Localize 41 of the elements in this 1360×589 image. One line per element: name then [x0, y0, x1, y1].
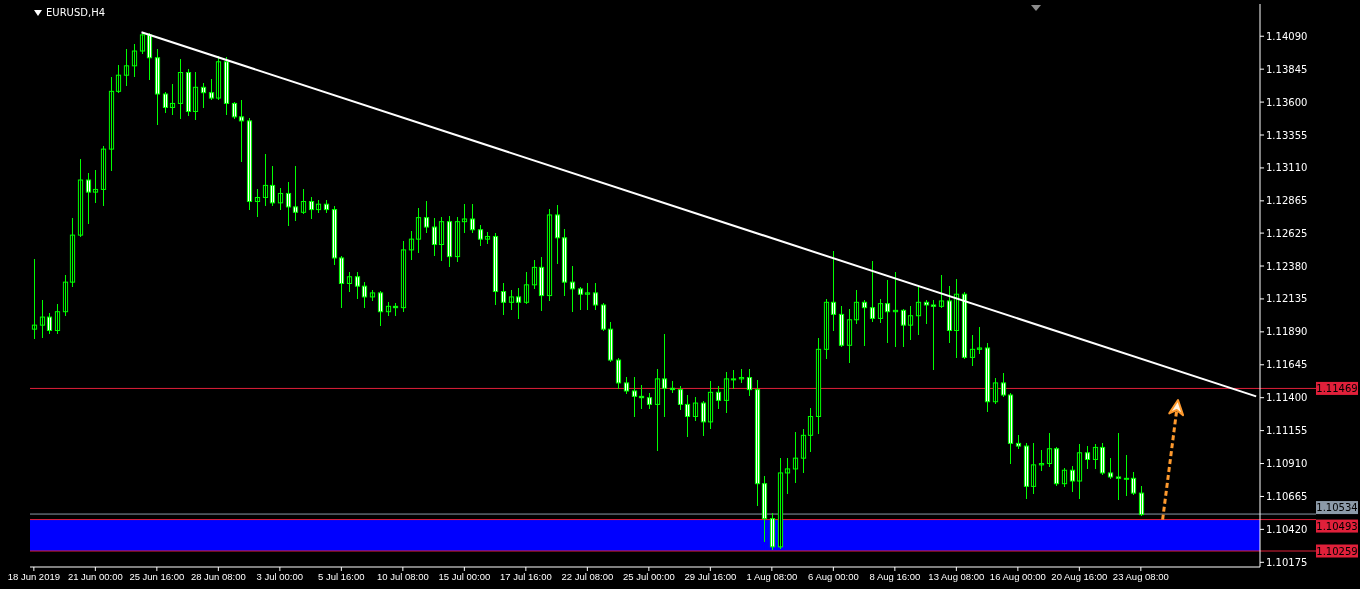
y-tick-label: 1.10910 — [1266, 458, 1308, 470]
y-tick-label: 1.12135 — [1266, 293, 1308, 305]
x-tick-label: 5 Jul 16:00 — [318, 570, 365, 582]
x-tick-label: 3 Jul 00:00 — [256, 570, 304, 582]
ref-line-label: 1.10259 — [1316, 545, 1358, 557]
y-tick-label: 1.10420 — [1266, 523, 1308, 535]
y-tick-label: 1.13355 — [1266, 129, 1308, 141]
y-tick-label: 1.11155 — [1266, 425, 1308, 437]
y-tick-label: 1.10175 — [1266, 556, 1308, 568]
ref-line-label: 1.11469 — [1316, 382, 1358, 394]
x-tick-label: 25 Jun 16:00 — [129, 570, 185, 582]
y-tick-label: 1.14090 — [1266, 30, 1308, 42]
x-tick-label: 18 Jun 2019 — [7, 570, 60, 582]
y-tick-label: 1.12380 — [1266, 260, 1308, 272]
y-tick-label: 1.13110 — [1266, 162, 1308, 174]
y-tick-label: 1.11400 — [1266, 392, 1308, 404]
y-tick-label: 1.13845 — [1266, 63, 1308, 75]
y-tick-label: 1.10665 — [1266, 491, 1308, 503]
x-tick-label: 13 Aug 08:00 — [928, 570, 985, 582]
x-tick-label: 16 Aug 00:00 — [989, 570, 1046, 582]
x-tick-label: 6 Aug 00:00 — [807, 570, 859, 582]
x-tick-label: 25 Jul 00:00 — [622, 570, 675, 582]
y-tick-label: 1.11645 — [1266, 359, 1308, 371]
x-tick-label: 15 Jul 00:00 — [438, 570, 491, 582]
x-tick-label: 23 Aug 08:00 — [1112, 570, 1169, 582]
y-tick-label: 1.13600 — [1266, 96, 1308, 108]
x-tick-label: 8 Aug 16:00 — [869, 570, 921, 582]
x-tick-label: 20 Aug 16:00 — [1051, 570, 1108, 582]
x-tick-label: 28 Jun 08:00 — [190, 570, 246, 582]
y-tick-label: 1.11890 — [1266, 326, 1308, 338]
x-tick-label: 17 Jul 16:00 — [499, 570, 552, 582]
y-tick-label: 1.12625 — [1266, 227, 1308, 239]
x-tick-label: 10 Jul 08:00 — [376, 570, 429, 582]
x-tick-label: 1 Aug 08:00 — [746, 570, 798, 582]
x-tick-label: 29 Jul 16:00 — [684, 570, 737, 582]
ref-line-label: 1.10493 — [1316, 520, 1358, 532]
x-tick-label: 21 Jun 00:00 — [67, 570, 123, 582]
x-tick-label: 22 Jul 08:00 — [561, 570, 614, 582]
y-tick-label: 1.12865 — [1266, 195, 1308, 207]
ref-line-label: 1.10534 — [1316, 502, 1358, 514]
chart-title: EURUSD,H4 — [46, 7, 106, 18]
